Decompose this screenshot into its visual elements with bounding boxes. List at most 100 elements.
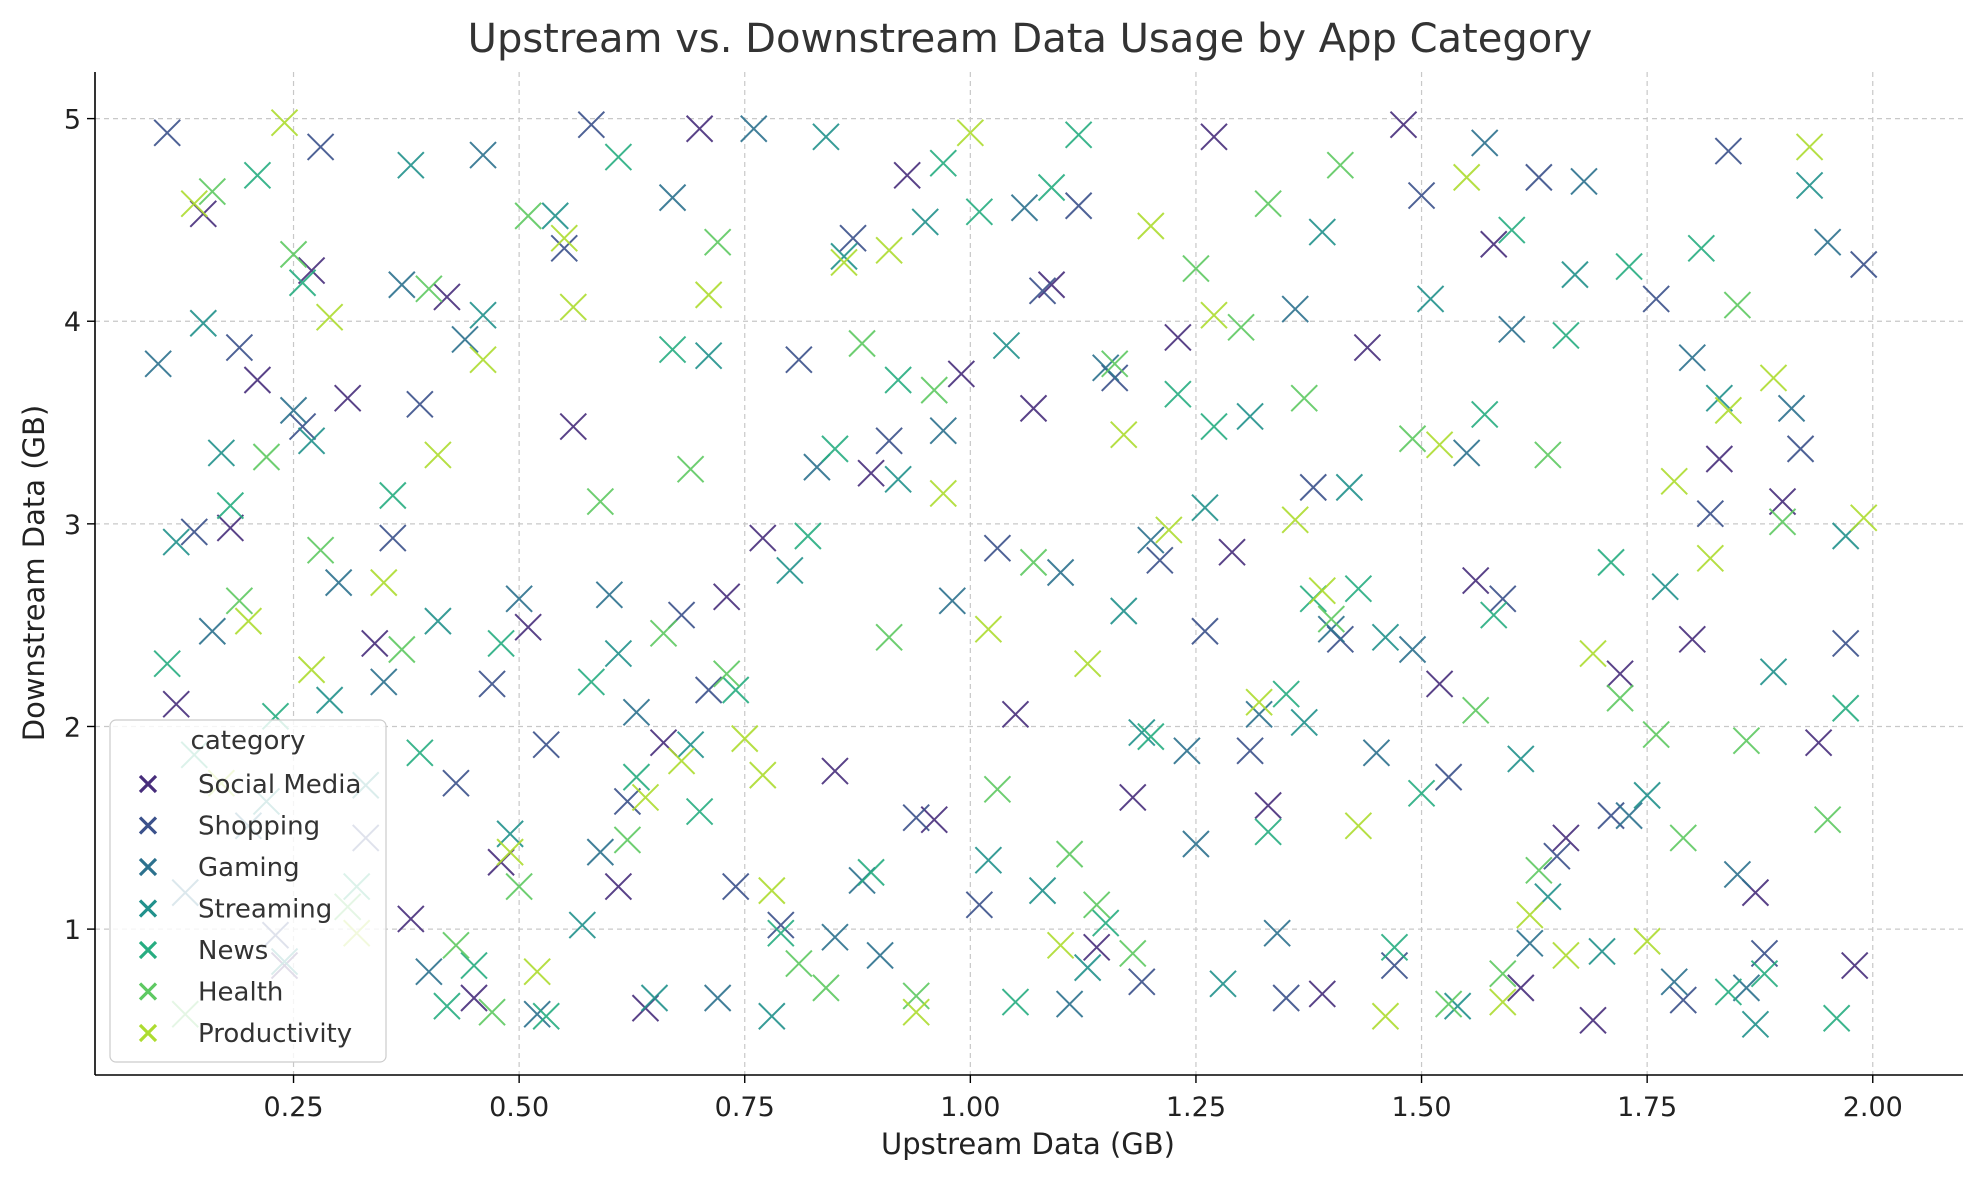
data-point <box>1182 830 1210 858</box>
data-point <box>965 891 994 919</box>
data-point <box>1371 623 1400 652</box>
data-point <box>740 115 768 143</box>
data-point <box>1642 285 1670 313</box>
data-point <box>577 110 606 139</box>
series-gaming <box>144 115 1842 1028</box>
data-point <box>288 412 317 441</box>
data-point <box>1407 779 1436 808</box>
data-point <box>812 123 840 151</box>
data-point <box>613 826 642 854</box>
data-point <box>758 1002 786 1030</box>
data-point <box>315 686 344 714</box>
data-point <box>1471 129 1499 157</box>
data-point <box>604 872 633 901</box>
data-point <box>1073 953 1102 982</box>
data-point <box>1146 546 1174 575</box>
data-point <box>965 198 994 226</box>
data-point <box>857 858 885 887</box>
data-point <box>333 384 362 412</box>
data-point <box>406 739 434 767</box>
data-point <box>559 412 587 441</box>
data-point <box>243 161 272 190</box>
data-point <box>929 149 957 177</box>
data-point <box>532 1002 560 1030</box>
data-point <box>1750 959 1779 988</box>
data-point <box>1597 548 1625 577</box>
data-point <box>523 957 551 986</box>
data-point <box>1119 939 1147 968</box>
legend-item: Health <box>138 978 283 1008</box>
data-point <box>1777 394 1806 423</box>
data-point <box>1813 228 1842 256</box>
data-point <box>469 141 497 169</box>
data-point <box>694 281 723 309</box>
data-point <box>397 905 425 933</box>
data-point <box>297 656 326 684</box>
data-point <box>1155 516 1183 544</box>
data-point <box>767 919 795 947</box>
data-point <box>875 427 903 455</box>
data-point <box>848 329 876 358</box>
data-point <box>956 119 985 147</box>
data-point <box>424 607 452 635</box>
data-point <box>974 846 1003 874</box>
data-point <box>1055 990 1084 1018</box>
data-point <box>1037 173 1066 202</box>
data-point <box>1516 901 1544 929</box>
data-point <box>1795 133 1824 161</box>
data-point <box>514 202 542 230</box>
data-point <box>532 731 560 759</box>
data-point <box>198 177 227 206</box>
data-point <box>703 984 732 1012</box>
legend-label: Shopping <box>198 812 320 842</box>
data-point <box>234 607 263 635</box>
data-point <box>1615 801 1643 830</box>
data-point <box>1191 617 1219 645</box>
data-point <box>1489 988 1517 1016</box>
data-point <box>1218 538 1246 566</box>
data-point <box>1362 739 1391 767</box>
data-point <box>649 619 678 647</box>
data-point <box>586 838 615 866</box>
data-point <box>1841 951 1869 980</box>
data-point <box>1082 891 1111 919</box>
data-point <box>694 676 723 704</box>
data-point <box>1714 396 1743 425</box>
data-point <box>541 202 569 230</box>
data-point <box>1452 439 1481 467</box>
data-point <box>731 724 759 753</box>
data-point <box>1750 939 1779 968</box>
data-point <box>902 998 930 1026</box>
data-point <box>1037 271 1066 299</box>
data-point <box>1092 354 1120 382</box>
data-point <box>830 248 858 277</box>
legend-label: Streaming <box>198 895 332 925</box>
data-point <box>1272 680 1300 708</box>
data-point <box>812 974 840 1002</box>
data-point <box>1768 508 1797 536</box>
data-point <box>667 747 696 775</box>
data-point <box>216 514 245 542</box>
data-point <box>460 984 488 1012</box>
data-point <box>1182 254 1210 283</box>
data-point <box>595 581 624 609</box>
data-point <box>1552 824 1580 852</box>
data-point <box>1019 394 1048 423</box>
data-point <box>1200 412 1228 441</box>
data-point <box>821 435 849 463</box>
data-point <box>1001 988 1030 1016</box>
data-point <box>1642 720 1670 749</box>
data-point <box>749 761 777 789</box>
data-point <box>1281 506 1309 534</box>
legend-item: Productivity <box>138 1019 352 1049</box>
data-point <box>162 528 190 556</box>
y-tick-label: 1 <box>64 915 81 946</box>
data-point <box>1579 639 1607 668</box>
legend-marker <box>138 982 158 1001</box>
data-point <box>315 303 344 331</box>
data-point <box>1795 171 1824 200</box>
data-point <box>712 660 741 688</box>
data-point <box>1254 791 1282 820</box>
data-point <box>703 228 732 256</box>
data-point <box>1200 123 1228 151</box>
